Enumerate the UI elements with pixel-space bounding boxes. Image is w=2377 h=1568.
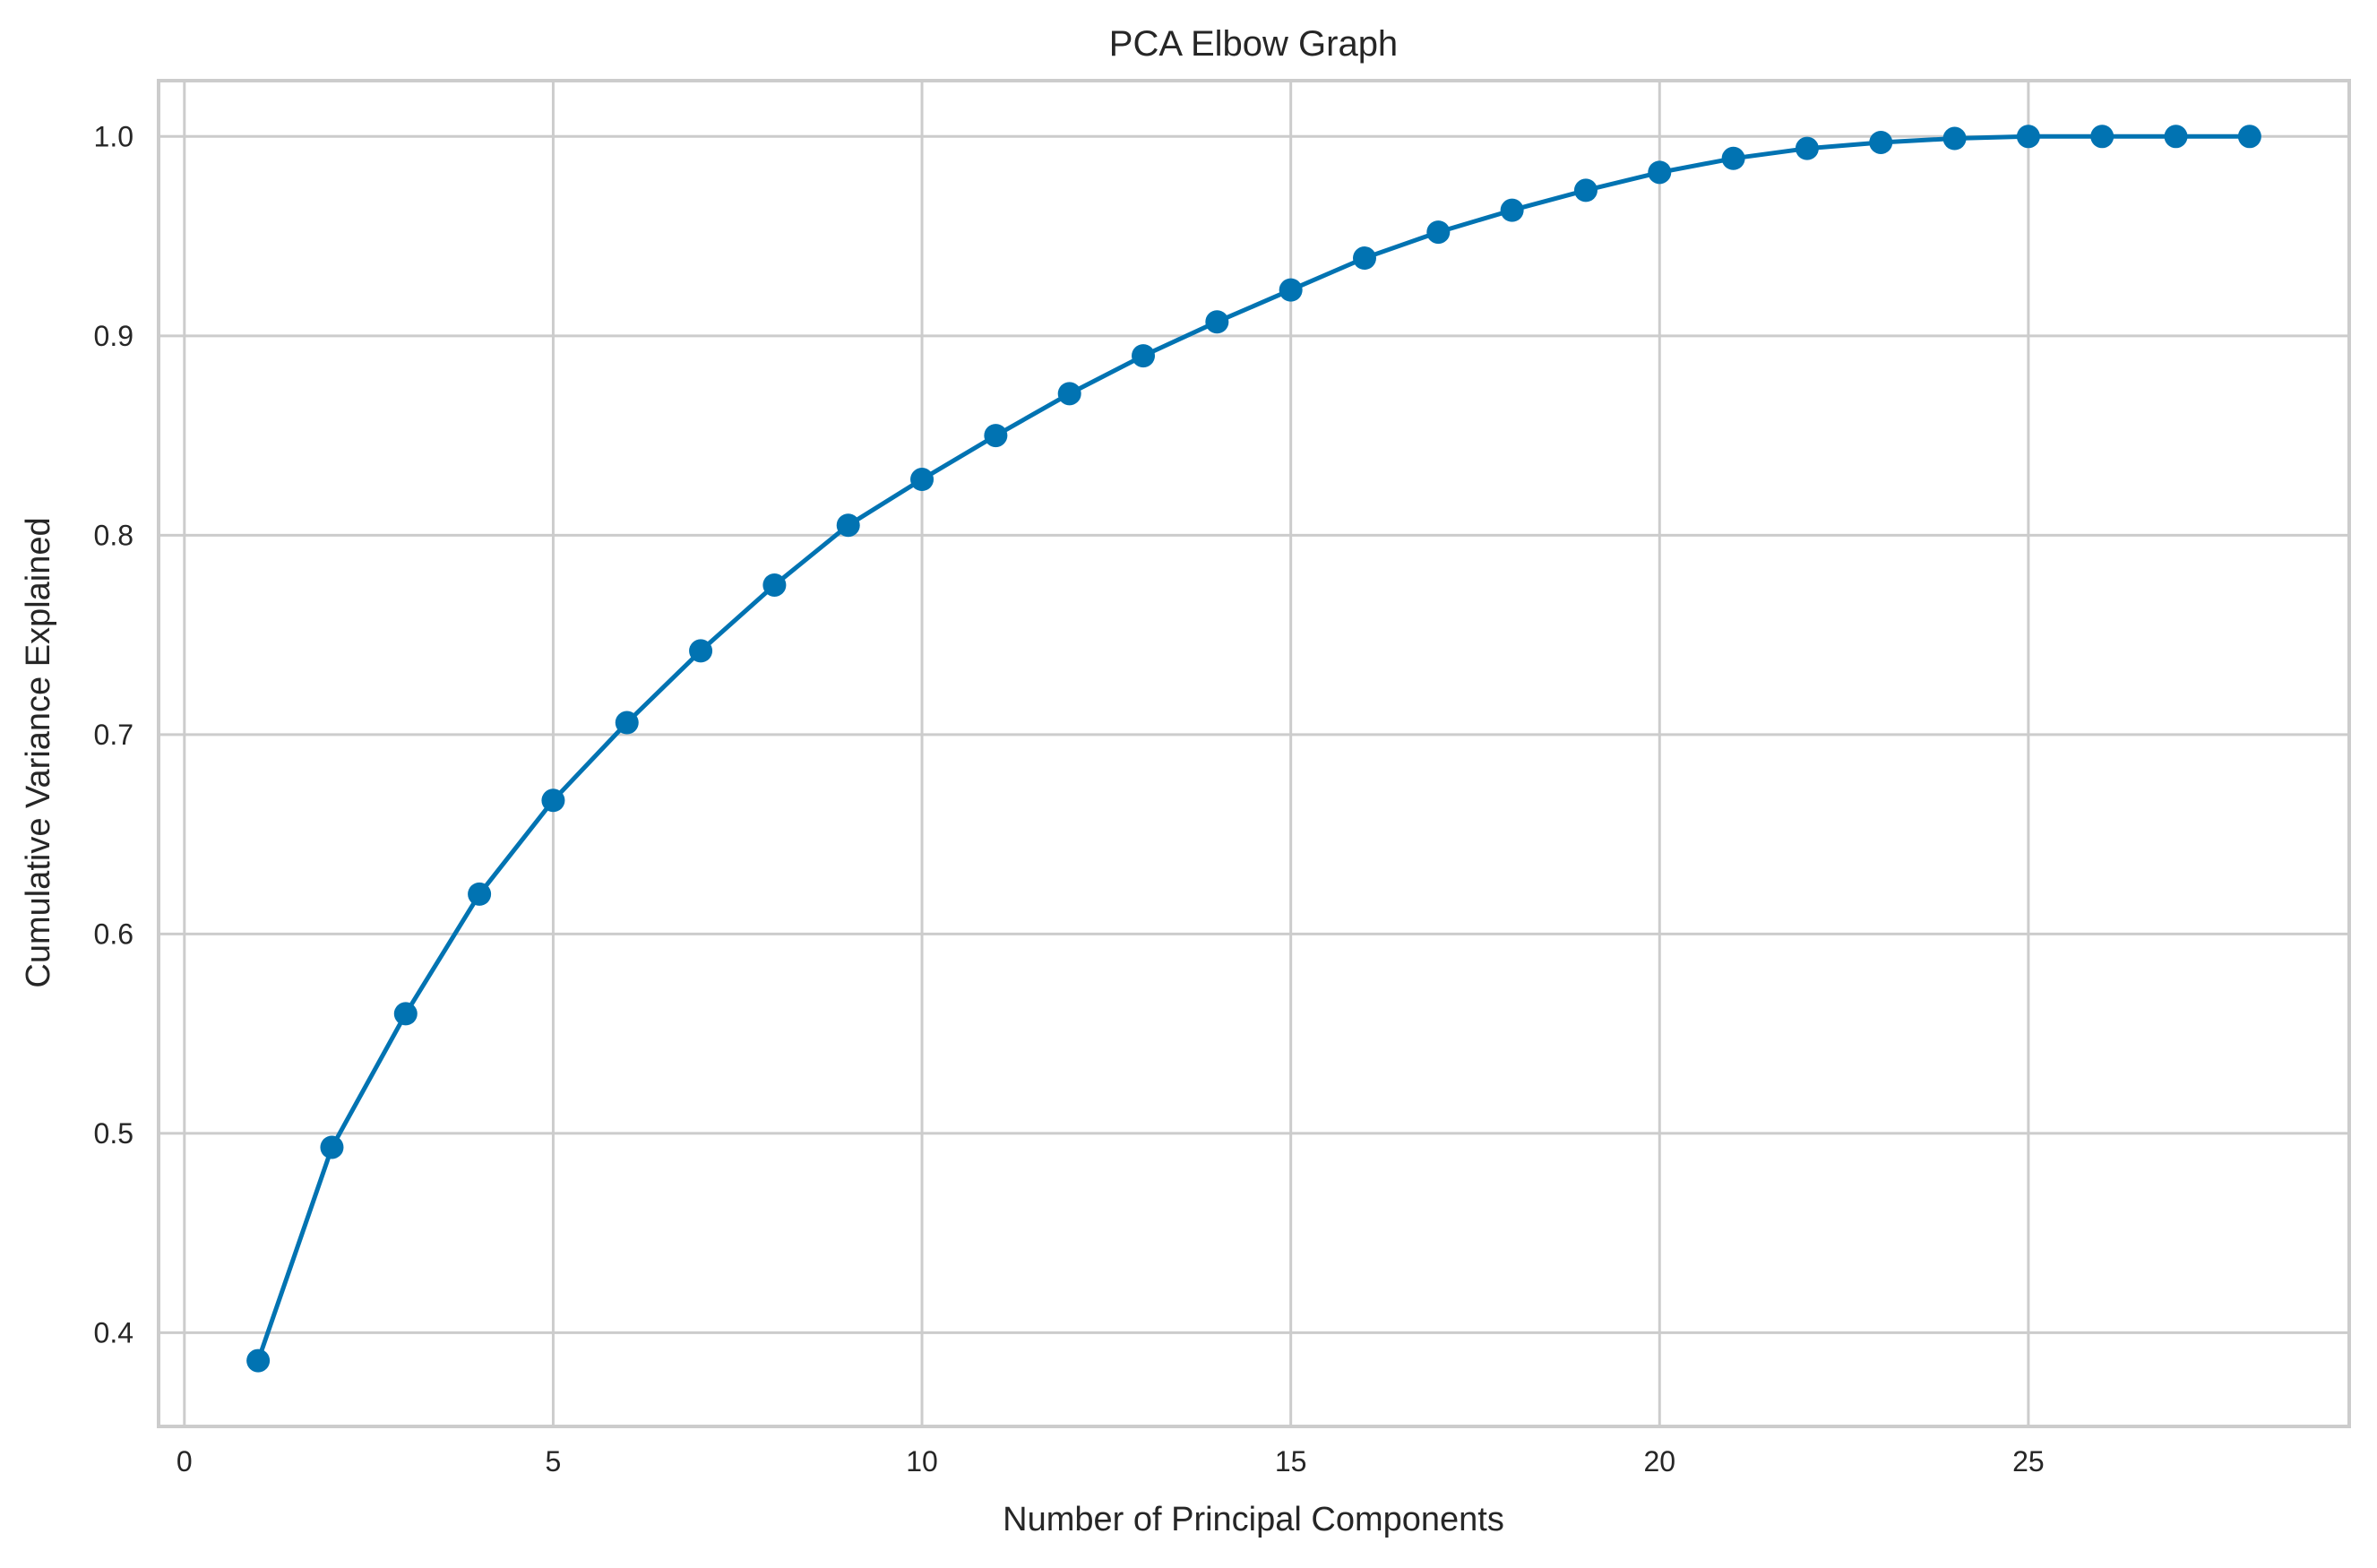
data-point <box>2237 125 2261 149</box>
data-point <box>1279 278 1303 302</box>
plot-frame <box>157 79 2351 1428</box>
y-tick-label: 0.4 <box>94 1316 133 1348</box>
data-point <box>689 639 713 663</box>
x-axis-label: Number of Principal Components <box>1003 1501 1504 1538</box>
data-point <box>468 882 492 906</box>
data-point <box>1426 220 1451 245</box>
y-tick-label: 0.5 <box>94 1117 133 1150</box>
data-point <box>1057 382 1081 406</box>
data-point <box>1648 160 1672 185</box>
data-point <box>1942 126 1967 151</box>
y-gridlines <box>159 134 2349 1334</box>
data-point <box>541 788 565 813</box>
x-gridlines <box>183 81 2030 1426</box>
y-tick-label: 0.8 <box>94 519 133 551</box>
data-point <box>1573 178 1598 202</box>
data-point <box>1132 344 1156 368</box>
data-point <box>910 468 934 492</box>
y-tick-label: 0.7 <box>94 719 133 751</box>
data-point <box>2016 125 2040 149</box>
data-point <box>2164 125 2188 149</box>
series-layer <box>246 125 2261 1373</box>
x-tick-label: 20 <box>1643 1445 1675 1478</box>
x-tick-label: 15 <box>1275 1445 1307 1478</box>
series-line <box>255 134 2252 1364</box>
y-axis-label: Cumulative Variance Explained <box>20 517 57 987</box>
data-point <box>836 513 860 538</box>
data-point <box>615 711 639 735</box>
x-tick-label: 0 <box>177 1445 193 1478</box>
y-tick-label: 0.9 <box>94 320 133 352</box>
data-point <box>1721 146 1745 170</box>
y-tick-label: 1.0 <box>94 120 133 152</box>
data-point <box>1795 136 1819 160</box>
data-point <box>320 1135 344 1159</box>
chart-title: PCA Elbow Graph <box>1109 24 1398 64</box>
data-point <box>393 1002 418 1026</box>
data-point <box>1869 130 1893 154</box>
data-point <box>1205 310 1229 334</box>
data-point <box>246 1348 271 1373</box>
data-point <box>1352 246 1376 271</box>
data-point <box>1500 198 1524 222</box>
x-tick-label: 25 <box>2012 1445 2045 1478</box>
data-point <box>762 573 787 597</box>
x-tick-label: 5 <box>546 1445 562 1478</box>
x-tick-label: 10 <box>906 1445 938 1478</box>
data-point <box>2090 125 2114 149</box>
data-point <box>984 424 1008 448</box>
y-tick-labels: 0.4 0.5 0.6 0.7 0.8 0.9 1.0 <box>94 120 133 1348</box>
y-tick-label: 0.6 <box>94 918 133 950</box>
x-tick-labels: 0 5 10 15 20 25 <box>177 1445 2045 1478</box>
